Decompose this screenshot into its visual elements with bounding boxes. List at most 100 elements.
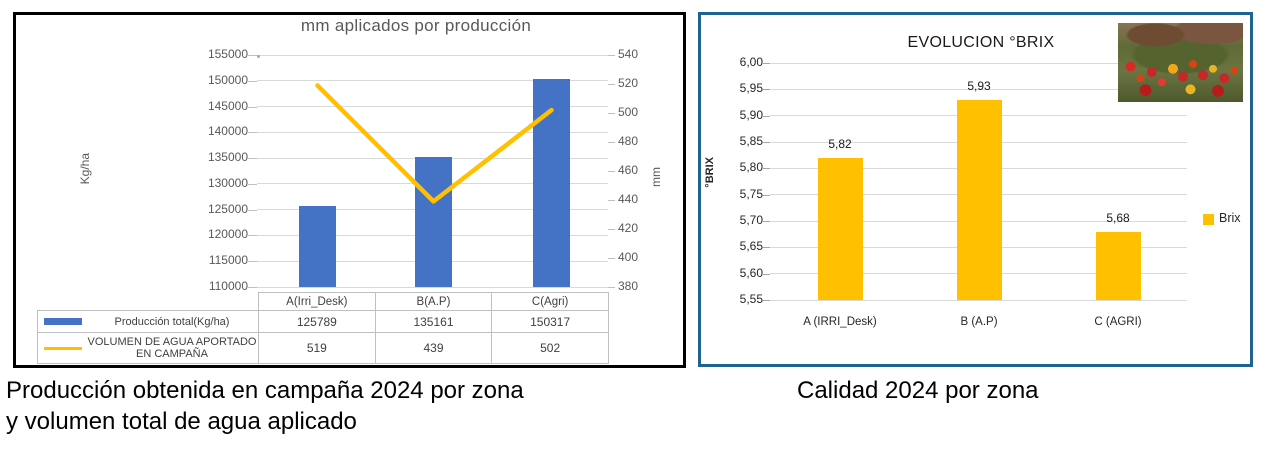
caption-left: Producción obtenida en campaña 2024 por … — [6, 377, 524, 435]
table-value-cell: 135161 — [374, 310, 493, 333]
brix-legend-label: Brix — [1219, 211, 1241, 225]
bar-value-label: 5,68 — [1106, 210, 1130, 225]
legend-bar-swatch — [44, 318, 82, 325]
y-axis-label-kgha: Kg/ha — [78, 153, 92, 185]
table-value-cell: 502 — [491, 332, 609, 364]
brix-axis-tick-label: 5,95 — [739, 81, 763, 96]
table-category-header: C(Agri) — [491, 292, 609, 311]
y2-axis-tick-mark — [608, 55, 615, 56]
brix-axis-tick-mark — [763, 168, 770, 170]
brix-axis-tick-mark — [763, 273, 770, 275]
tomato-field-photo — [1118, 23, 1243, 102]
gridline — [257, 286, 608, 288]
brix-axis-tick-mark — [763, 115, 770, 117]
y2-axis-tick-mark — [608, 113, 615, 114]
left-chart-box: mm aplicados por producción Kg/ha mm A(I… — [13, 12, 686, 368]
bar-produccion — [533, 79, 570, 287]
brix-axis-tick-mark — [763, 194, 770, 196]
brix-axis-tick-label: 6,00 — [739, 55, 763, 69]
y-axis-tick-label: 115000 — [208, 253, 248, 268]
y2-axis-tick-mark — [608, 287, 615, 288]
y2-axis-tick-label: 420 — [618, 221, 639, 235]
y-axis-tick-mark — [248, 55, 257, 56]
brix-axis-tick-mark — [763, 221, 770, 222]
water-volume-polyline — [315, 83, 554, 204]
y-axis-tick-label: 150000 — [207, 72, 248, 87]
table-category-header: B(A.P) — [374, 292, 493, 311]
brix-axis-tick-mark — [763, 300, 770, 301]
y2-axis-tick-label: 540 — [618, 47, 639, 61]
brix-axis-tick-label: 5,70 — [739, 213, 763, 227]
y-axis-tick-label: 130000 — [207, 175, 248, 190]
y2-axis-tick-label: 460 — [618, 163, 639, 177]
legend-line-swatch — [44, 346, 82, 350]
y-axis-tick-mark — [248, 132, 257, 134]
bar-brix — [817, 157, 863, 300]
water-volume-line — [315, 83, 554, 204]
brix-axis-tick-label: 5,55 — [739, 292, 763, 306]
y2-axis-tick-mark — [608, 84, 615, 85]
y2-axis-tick-mark — [608, 258, 615, 259]
brix-axis-tick-mark — [763, 247, 770, 249]
series-name: Producción total(Kg/ha) — [114, 315, 230, 328]
table-value-cell: 150317 — [491, 310, 609, 333]
table-series-label: VOLUMEN DE AGUA APORTADO EN CAMPAÑA — [37, 332, 259, 364]
brix-axis-tick-mark — [763, 63, 770, 64]
y2-axis-tick-label: 380 — [618, 279, 639, 293]
bar-produccion — [299, 205, 336, 287]
brix-axis-tick-label: 5,80 — [739, 160, 763, 175]
brix-axis-tick-label: 5,90 — [739, 107, 763, 122]
left-plot-area — [257, 54, 608, 288]
y-axis-tick-mark — [248, 183, 257, 185]
gridline — [770, 299, 1187, 301]
y2-axis-tick-label: 480 — [618, 134, 639, 148]
right-chart-box: EVOLUCION °BRIX °BRIX Brix 6,00 5,95 5,90 5… — [698, 12, 1253, 367]
gridline — [257, 80, 608, 82]
y-axis-tick-mark — [248, 80, 257, 82]
brix-axis-tick-label: 5,75 — [739, 186, 763, 201]
y-axis-tick-mark — [248, 235, 257, 237]
y2-axis-tick-mark — [608, 142, 615, 143]
y-axis-tick-label: 145000 — [207, 98, 248, 113]
table-value-cell: 439 — [374, 332, 493, 364]
brix-axis-tick-label: 5,85 — [739, 134, 763, 148]
y-axis-tick-label: 120000 — [207, 227, 248, 242]
bar-brix — [1095, 231, 1141, 300]
y-axis-tick-label: 155000 — [207, 47, 248, 61]
brix-legend-swatch — [1203, 214, 1214, 225]
y-axis-tick-label: 135000 — [207, 150, 248, 165]
brix-axis-tick-label: 5,60 — [739, 265, 763, 280]
y2-axis-tick-mark — [608, 200, 615, 201]
stray-dot — [257, 55, 260, 58]
y-axis-tick-mark — [248, 106, 257, 108]
y-axis-tick-label: 140000 — [207, 124, 248, 139]
bar-brix — [956, 99, 1002, 300]
y-axis-tick-mark — [248, 158, 257, 160]
bar-value-label: 5,93 — [967, 78, 991, 93]
table-series-label: Producción total(Kg/ha) — [37, 310, 259, 333]
y2-axis-tick-label: 520 — [618, 76, 639, 90]
brix-axis-tick-mark — [763, 89, 770, 91]
brix-chart-title: EVOLUCION °BRIX — [907, 34, 1055, 51]
y2-axis-tick-mark — [608, 171, 615, 172]
category-label: B (A.P) — [960, 316, 998, 328]
table-category-header: A(Irri_Desk) — [258, 292, 376, 311]
left-chart-title: mm aplicados por producción — [300, 16, 532, 35]
gridline — [257, 106, 608, 108]
y2-axis-tick-label: 440 — [618, 192, 639, 206]
table-value-cell: 125789 — [258, 310, 376, 333]
y-axis-tick-mark — [248, 261, 257, 263]
y-axis-tick-label: 110000 — [208, 279, 248, 293]
brix-axis-tick-label: 5,65 — [739, 239, 763, 254]
table-value-cell: 519 — [258, 332, 376, 364]
brix-plot-area — [770, 62, 1187, 301]
gridline — [257, 54, 608, 56]
gridline — [770, 62, 1187, 64]
y-axis-tick-mark — [248, 209, 257, 211]
y2-axis-tick-label: 400 — [618, 250, 639, 264]
y2-axis-tick-mark — [608, 229, 615, 230]
bar-produccion — [415, 157, 452, 287]
y-axis-tick-label: 125000 — [207, 201, 248, 216]
category-label: A (IRRI_Desk) — [803, 316, 877, 328]
